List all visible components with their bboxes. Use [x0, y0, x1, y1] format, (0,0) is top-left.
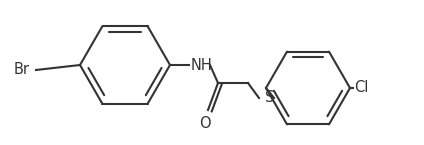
Text: NH: NH — [191, 58, 213, 72]
Text: S: S — [265, 90, 274, 106]
Text: O: O — [199, 116, 211, 131]
Text: Cl: Cl — [354, 80, 368, 96]
Text: Br: Br — [14, 62, 30, 77]
